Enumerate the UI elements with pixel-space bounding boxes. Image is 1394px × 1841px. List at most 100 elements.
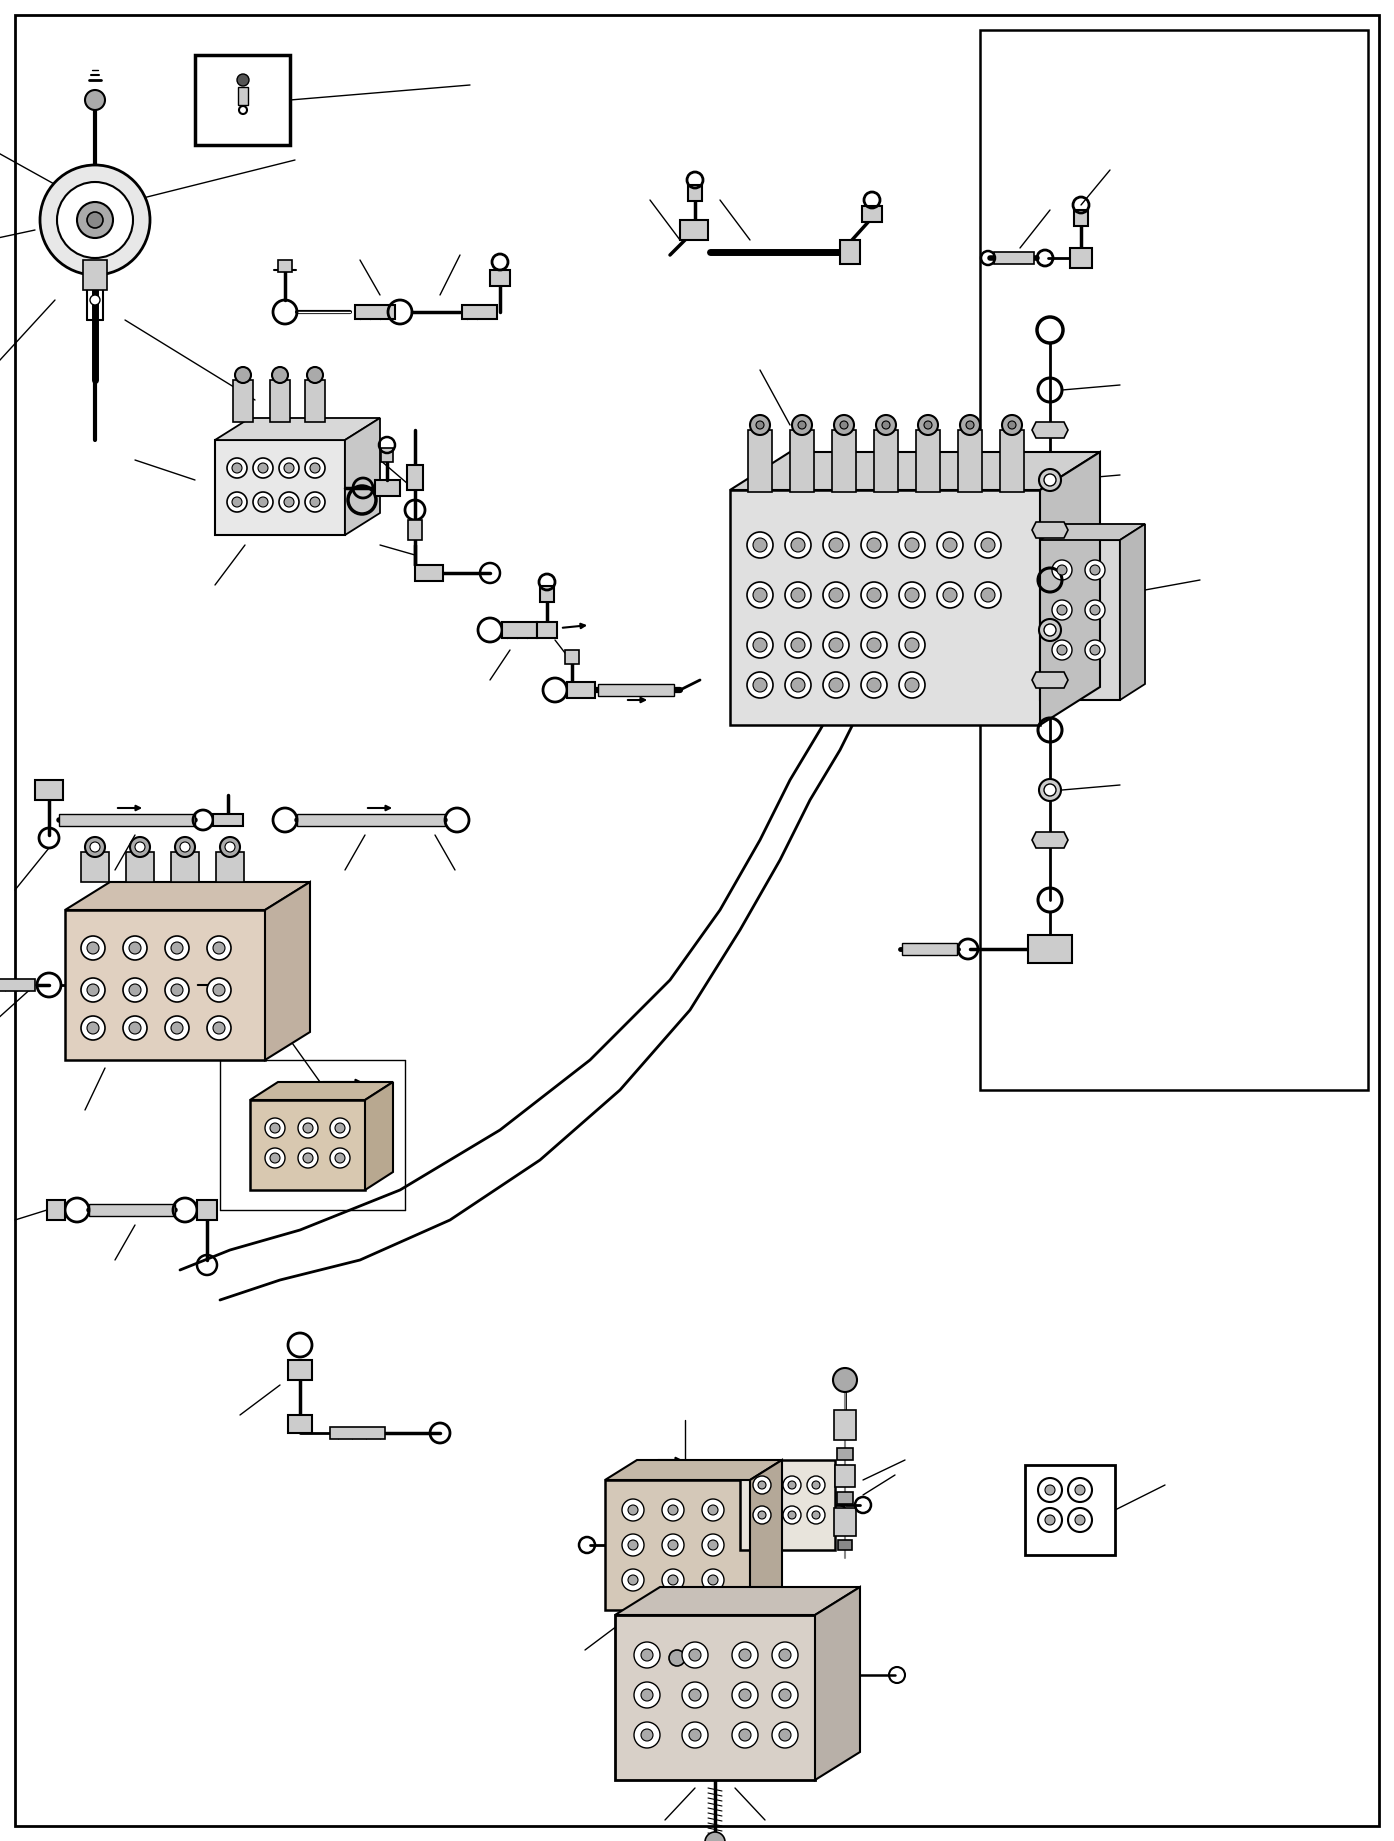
- Circle shape: [130, 943, 141, 954]
- Circle shape: [708, 1541, 718, 1550]
- Circle shape: [861, 582, 887, 608]
- Circle shape: [231, 462, 243, 473]
- Circle shape: [335, 1123, 344, 1132]
- Bar: [834, 1410, 856, 1440]
- Bar: [861, 206, 882, 223]
- Circle shape: [779, 1650, 790, 1661]
- Circle shape: [861, 532, 887, 558]
- Polygon shape: [365, 1083, 393, 1189]
- Bar: [1073, 210, 1087, 226]
- Polygon shape: [615, 1615, 815, 1780]
- Polygon shape: [730, 453, 1100, 490]
- Circle shape: [265, 1117, 284, 1138]
- Bar: [216, 852, 244, 882]
- Circle shape: [1085, 641, 1105, 661]
- Circle shape: [206, 978, 231, 1002]
- Circle shape: [307, 366, 323, 383]
- Circle shape: [298, 1117, 318, 1138]
- Bar: [749, 431, 772, 492]
- Bar: [355, 306, 395, 318]
- Circle shape: [790, 538, 804, 552]
- Bar: [680, 221, 708, 239]
- Polygon shape: [250, 1083, 393, 1101]
- Circle shape: [1057, 606, 1066, 615]
- Circle shape: [960, 414, 980, 434]
- Circle shape: [783, 1476, 802, 1495]
- Circle shape: [785, 631, 811, 657]
- Circle shape: [622, 1499, 644, 1521]
- Circle shape: [1075, 1486, 1085, 1495]
- Circle shape: [81, 978, 105, 1002]
- Circle shape: [792, 414, 811, 434]
- Circle shape: [662, 1569, 684, 1591]
- Circle shape: [966, 422, 974, 429]
- Circle shape: [279, 492, 298, 512]
- Circle shape: [689, 1650, 701, 1661]
- Polygon shape: [344, 418, 381, 536]
- Circle shape: [899, 582, 926, 608]
- Bar: [59, 814, 195, 827]
- Circle shape: [785, 672, 811, 698]
- Circle shape: [213, 1022, 224, 1035]
- Circle shape: [834, 414, 855, 434]
- Circle shape: [753, 587, 767, 602]
- Bar: [47, 1200, 66, 1221]
- Circle shape: [1046, 1515, 1055, 1524]
- Circle shape: [1044, 473, 1057, 486]
- Circle shape: [309, 497, 321, 506]
- Circle shape: [689, 1729, 701, 1742]
- Circle shape: [788, 1480, 796, 1489]
- Circle shape: [788, 1511, 796, 1519]
- Circle shape: [783, 1506, 802, 1524]
- Circle shape: [279, 458, 298, 479]
- Circle shape: [981, 587, 995, 602]
- Circle shape: [227, 458, 247, 479]
- Circle shape: [270, 1123, 280, 1132]
- Circle shape: [790, 677, 804, 692]
- Circle shape: [790, 587, 804, 602]
- Circle shape: [682, 1642, 708, 1668]
- Circle shape: [171, 1022, 183, 1035]
- Polygon shape: [615, 1587, 860, 1615]
- Bar: [81, 852, 109, 882]
- Circle shape: [682, 1683, 708, 1708]
- Circle shape: [753, 1506, 771, 1524]
- Circle shape: [779, 1729, 790, 1742]
- Bar: [233, 379, 252, 422]
- Circle shape: [732, 1683, 758, 1708]
- Circle shape: [164, 935, 190, 959]
- Bar: [790, 431, 814, 492]
- Bar: [461, 306, 498, 318]
- Circle shape: [689, 1688, 701, 1701]
- Circle shape: [703, 1534, 723, 1556]
- Circle shape: [668, 1504, 677, 1515]
- Circle shape: [81, 1016, 105, 1040]
- Bar: [238, 87, 248, 105]
- Circle shape: [974, 532, 1001, 558]
- Bar: [565, 650, 579, 665]
- Polygon shape: [750, 1460, 782, 1611]
- Circle shape: [85, 838, 105, 858]
- Circle shape: [1052, 641, 1072, 661]
- Bar: [1027, 935, 1072, 963]
- Polygon shape: [605, 1480, 750, 1611]
- Bar: [35, 781, 63, 801]
- Circle shape: [937, 582, 963, 608]
- Polygon shape: [1040, 539, 1119, 700]
- Circle shape: [758, 1480, 765, 1489]
- Circle shape: [85, 90, 105, 110]
- Circle shape: [57, 182, 132, 258]
- Circle shape: [682, 1721, 708, 1747]
- Circle shape: [662, 1534, 684, 1556]
- Circle shape: [797, 422, 806, 429]
- Polygon shape: [215, 440, 344, 536]
- Circle shape: [899, 532, 926, 558]
- Polygon shape: [1032, 832, 1068, 849]
- Circle shape: [40, 166, 151, 274]
- Circle shape: [634, 1721, 659, 1747]
- Circle shape: [875, 414, 896, 434]
- Circle shape: [1085, 600, 1105, 620]
- Circle shape: [1090, 606, 1100, 615]
- Circle shape: [123, 1016, 146, 1040]
- Circle shape: [164, 1016, 190, 1040]
